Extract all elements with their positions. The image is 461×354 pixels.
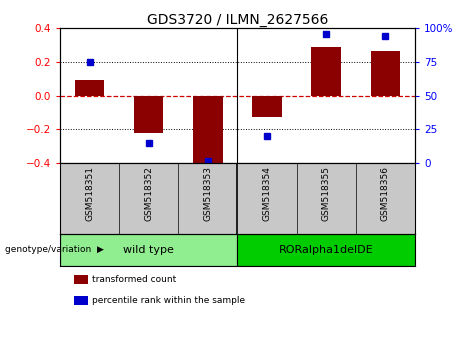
Bar (75, 80, 104, 96)
Text: genotype/variation  ▶: genotype/variation ▶ (5, 245, 103, 254)
Bar (311, 47, 341, 96)
Text: wild type: wild type (123, 245, 174, 255)
Text: GSM518356: GSM518356 (381, 166, 390, 221)
Bar (371, 51, 400, 96)
Text: RORalpha1delDE: RORalpha1delDE (279, 245, 373, 255)
Text: GSM518354: GSM518354 (262, 166, 272, 221)
Text: transformed count: transformed count (92, 275, 177, 284)
Text: GSM518352: GSM518352 (144, 166, 153, 221)
Text: GSM518351: GSM518351 (85, 166, 94, 221)
Title: GDS3720 / ILMN_2627566: GDS3720 / ILMN_2627566 (147, 13, 328, 27)
Text: GSM518353: GSM518353 (203, 166, 213, 221)
Bar (193, 96, 223, 165)
Text: GSM518355: GSM518355 (322, 166, 331, 221)
Bar (60, 234, 237, 266)
Bar (134, 96, 164, 133)
Text: percentile rank within the sample: percentile rank within the sample (92, 296, 245, 306)
Bar (252, 96, 282, 118)
Bar (237, 234, 415, 266)
